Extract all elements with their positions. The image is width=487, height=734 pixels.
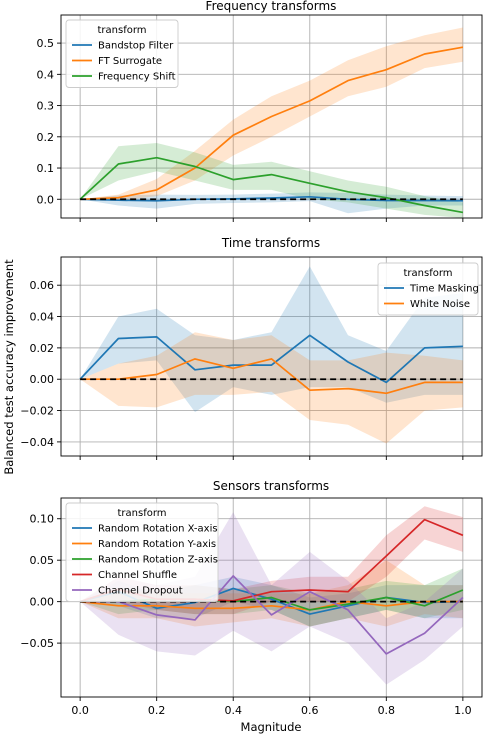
legend-box	[377, 262, 479, 316]
y-tick-label: 0.00	[30, 596, 55, 609]
legend-label-2-0: Random Rotation X-axis	[98, 524, 218, 535]
legend-label-0-1: FT Surrogate	[98, 56, 162, 67]
figure-ylabel: Balanced test accuracy improvement	[2, 259, 16, 475]
series-band-1-0	[80, 266, 463, 413]
legend-sensors: transform Random Rotation X-axis Random Ro…	[65, 502, 219, 602]
legend-label-2-4: Channel Dropout	[98, 586, 183, 597]
plot-area-frequency: 0.0 0.1 0.2 0.3 0.4 0.5	[37, 14, 483, 222]
y-tick-label: −0.02	[20, 405, 54, 418]
series-band-0-0	[80, 192, 463, 214]
y-tick-label: 0.02	[30, 342, 55, 355]
series-line-2-1	[80, 600, 463, 611]
series-band-2-1	[80, 560, 463, 627]
axes-frame	[60, 497, 483, 698]
figure-xlabel: Magnitude	[241, 720, 302, 734]
y-tick-label: 0.1	[37, 162, 55, 175]
y-tick-label: 0.00	[30, 373, 55, 386]
y-tick-label: 0.2	[37, 131, 55, 144]
y-tick-label: 0.06	[30, 279, 55, 292]
x-tick-label: 0.8	[378, 704, 396, 717]
legend-label-2-3: Channel Shuffle	[98, 570, 177, 581]
legend-time: transform Time Masking White Noise	[377, 262, 479, 316]
series-line-1-0	[79, 334, 463, 384]
legend-label-2-2: Random Rotation Z-axis	[98, 555, 218, 566]
y-tick-label: −0.05	[20, 637, 54, 650]
series-line-0-2	[79, 156, 464, 214]
series-line-2-4	[80, 575, 464, 655]
legend-label-0-0: Bandstop Filter	[98, 41, 174, 52]
series-band-1-1	[80, 332, 463, 444]
panel-sensors: Sensors transforms −0.05 0.00 0.05 0.10 0.0 0…	[20, 479, 483, 717]
y-tick-label: −0.04	[20, 436, 54, 449]
y-tick-label: 0.5	[37, 37, 55, 50]
x-tick-label: 0.4	[224, 704, 242, 717]
panel-time-title: Time transforms	[221, 236, 320, 250]
legend-label-0-2: Frequency Shift	[98, 72, 176, 83]
axes-frame	[60, 256, 483, 457]
legend-label-2-1: Random Rotation Y-axis	[98, 539, 216, 550]
y-tick-label: 0.4	[37, 68, 55, 81]
legend-frequency: transform Bandstop Filter FT Surrogate Freq…	[65, 19, 179, 88]
y-tick-label: 0.05	[30, 554, 55, 567]
series-band-0-1	[80, 27, 463, 201]
legend-box	[65, 502, 219, 602]
series-line-1-1	[80, 358, 463, 395]
series-line-0-1	[80, 46, 464, 201]
y-tick-label: 0.0	[37, 193, 55, 206]
x-tick-label: 0.6	[301, 704, 319, 717]
x-tick-label: 1.0	[454, 704, 472, 717]
legend-title: transform	[117, 508, 166, 519]
x-tick-label: 0.0	[71, 704, 89, 717]
panel-frequency-title: Frequency transforms	[206, 0, 337, 13]
legend-label-1-1: White Noise	[410, 299, 470, 310]
legend-label-1-0: Time Masking	[409, 284, 479, 295]
legend-box	[65, 19, 179, 88]
y-tick-label: 0.3	[37, 100, 55, 113]
plot-area-time: −0.04 −0.02 0.00 0.02 0.04 0.06	[20, 256, 483, 460]
axes-frame	[60, 14, 483, 219]
panel-sensors-title: Sensors transforms	[213, 479, 329, 493]
legend-title: transform	[97, 25, 146, 36]
y-tick-label: 0.10	[30, 513, 55, 526]
panel-time: Time transforms −0.04 −0.02 0.00 0.02 0.04 0.…	[20, 236, 483, 460]
panel-frequency: Frequency transforms 0.00.10.20.30.40.5 …	[37, 0, 483, 222]
y-tick-label: 0.04	[30, 311, 55, 324]
legend-title: transform	[403, 268, 452, 279]
series-line-2-0	[79, 587, 463, 615]
x-tick-label: 0.2	[148, 704, 166, 717]
